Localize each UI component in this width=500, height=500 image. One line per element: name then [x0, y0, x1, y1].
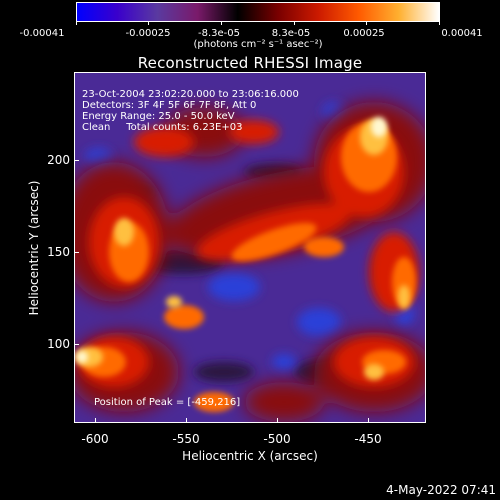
y-tick — [74, 344, 79, 345]
colorbar-tick-label: -0.00025 — [125, 28, 171, 39]
y-tick — [74, 160, 79, 161]
colorbar-tick — [366, 21, 367, 25]
y-tick-label: 150 — [47, 245, 70, 259]
x-tick-label: -550 — [172, 432, 200, 446]
colorbar-tick — [294, 21, 295, 25]
render-date: 4-May-2022 07:41 — [386, 483, 496, 497]
image-title: Reconstructed RHESSI Image — [137, 54, 363, 72]
colorbar-tick-label: -8.3e-05 — [198, 28, 240, 39]
colorbar-units: (photons cm⁻² s⁻¹ asec⁻²) — [193, 39, 323, 50]
y-tick — [74, 252, 79, 253]
colorbar-tick — [148, 21, 149, 25]
x-tick-label: -600 — [81, 432, 109, 446]
rhessi-image — [74, 72, 426, 423]
detectors-info: Detectors: 3F 4F 5F 6F 7F 8F, Att 0 — [82, 100, 257, 111]
x-tick-label: -450 — [354, 432, 382, 446]
x-tick — [186, 418, 187, 423]
method-counts: Clean Total counts: 6.23E+03 — [82, 122, 243, 133]
colorbar-tick-label: 0.00025 — [343, 28, 385, 39]
x-axis-label: Heliocentric X (arcsec) — [182, 449, 318, 463]
colorbar-tick-label: -0.00041 — [19, 28, 65, 39]
x-tick — [368, 418, 369, 423]
energy-range: Energy Range: 25.0 - 50.0 keV — [82, 111, 235, 122]
x-tick — [277, 418, 278, 423]
colorbar — [76, 2, 440, 22]
peak-position: Position of Peak = [-459,216] — [94, 397, 241, 408]
x-tick — [95, 418, 96, 423]
colorbar-tick — [221, 21, 222, 25]
colorbar-tick-label: 0.00041 — [441, 28, 483, 39]
colorbar-tick — [76, 21, 77, 25]
x-tick-label: -500 — [263, 432, 291, 446]
colorbar-tick — [439, 21, 440, 25]
y-tick-label: 200 — [47, 153, 70, 167]
y-tick-label: 100 — [47, 337, 70, 351]
colorbar-tick-label: 8.3e-05 — [271, 28, 311, 39]
time-range: 23-Oct-2004 23:02:20.000 to 23:06:16.000 — [82, 89, 299, 100]
y-axis-label: Heliocentric Y (arcsec) — [27, 180, 41, 316]
